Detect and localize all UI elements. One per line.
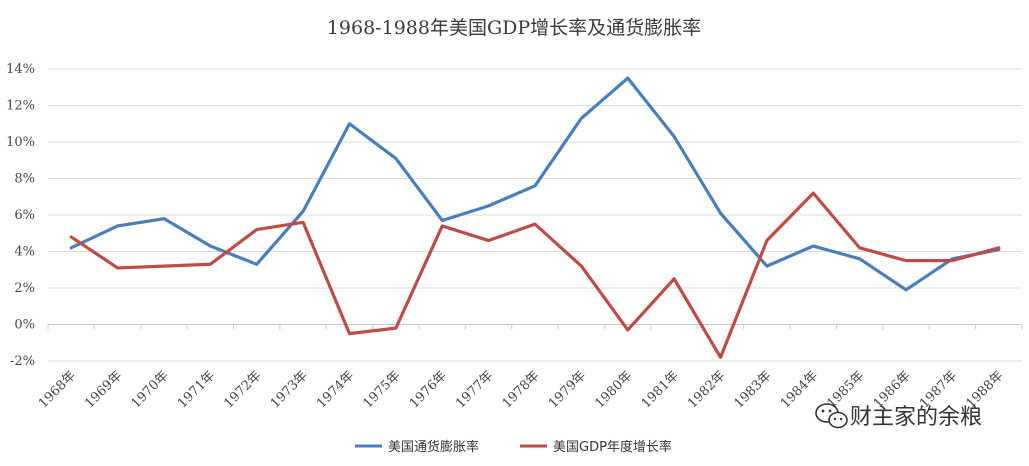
x-tick-label: 1972年	[221, 368, 264, 411]
y-tick-label: 12%	[6, 99, 35, 114]
x-tick-label: 1983年	[732, 368, 775, 411]
y-tick-label: 6%	[14, 208, 35, 223]
x-tick-label: 1976年	[407, 368, 450, 411]
y-tick-label: -2%	[10, 354, 35, 369]
x-tick-label: 1979年	[546, 368, 589, 411]
legend-label-inflation: 美国通货膨胀率	[388, 439, 479, 455]
y-tick-label: 10%	[6, 135, 35, 150]
legend-label-gdp: 美国GDP年度增长率	[553, 439, 672, 455]
legend: 美国通货膨胀率 美国GDP年度增长率	[355, 439, 672, 455]
series-line-1	[69, 191, 1001, 359]
x-tick-label: 1970年	[129, 368, 172, 411]
gridlines	[48, 68, 1022, 362]
x-tick-label: 1981年	[639, 368, 682, 411]
y-tick-label: 0%	[14, 318, 35, 333]
series-lines	[69, 76, 1001, 359]
x-tick-label: 1982年	[685, 368, 728, 411]
x-tick-label: 1984年	[778, 368, 821, 411]
x-tick-label: 1973年	[268, 368, 311, 411]
watermark: 财主家的余粮	[815, 403, 982, 430]
x-tick-label: 1977年	[453, 368, 496, 411]
x-tick-label: 1969年	[82, 368, 125, 411]
x-tick-label: 1980年	[592, 368, 635, 411]
y-axis-ticks: -2% 0% 2% 4% 6% 8% 10% 12% 14%	[6, 62, 35, 369]
wechat-icon	[815, 403, 848, 429]
y-tick-label: 2%	[14, 281, 35, 296]
y-tick-label: 8%	[14, 172, 35, 187]
x-tick-label: 1968年	[36, 368, 79, 411]
x-tick-label: 1975年	[360, 368, 403, 411]
watermark-text: 财主家的余粮	[850, 405, 982, 430]
x-tick-label: 1971年	[175, 368, 218, 411]
y-tick-label: 14%	[6, 62, 35, 77]
x-tick-label: 1974年	[314, 368, 357, 411]
x-axis-ticks: 1968年 1969年 1970年 1971年 1972年 1973年 1974年 1975年…	[36, 324, 1023, 411]
series-line-0	[69, 76, 1001, 292]
chart-title: 1968-1988年美国GDP增长率及通货膨胀率	[327, 17, 701, 39]
y-tick-label: 4%	[14, 245, 35, 260]
x-tick-label: 1978年	[500, 368, 543, 411]
